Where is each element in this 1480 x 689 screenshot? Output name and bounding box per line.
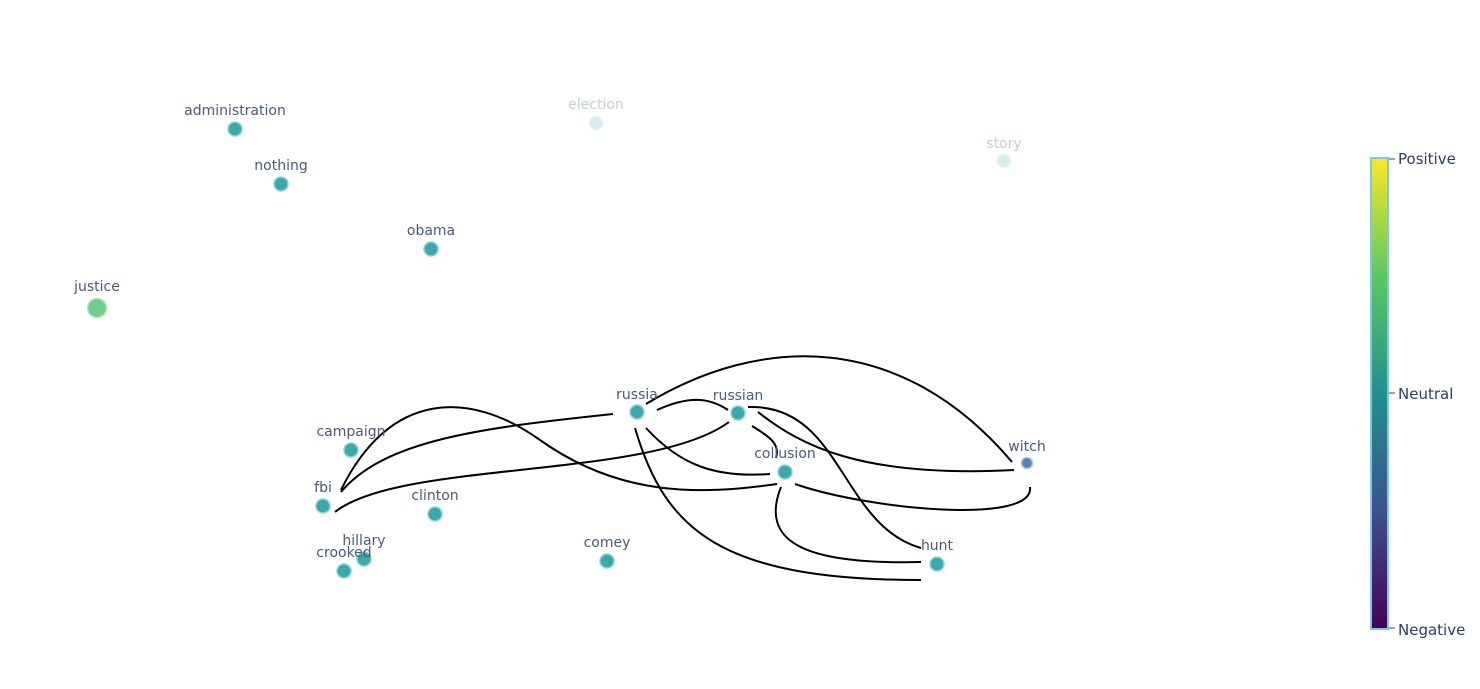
edge-russian-fbi xyxy=(334,421,730,513)
node-campaign[interactable]: campaign xyxy=(316,424,386,458)
node-marker xyxy=(1020,456,1034,470)
node-label: clinton xyxy=(411,488,458,504)
colorbar-label-negative: Negative xyxy=(1398,621,1465,639)
edge-russia-russian xyxy=(656,398,729,411)
edge-russian-collusion xyxy=(751,425,778,459)
colorbar-label-neutral: Neutral xyxy=(1398,385,1453,403)
edge-russian-witch xyxy=(757,411,1015,473)
node-justice[interactable]: justice xyxy=(73,279,120,319)
node-label: nothing xyxy=(254,158,307,174)
node-label: russia xyxy=(616,387,658,403)
edge-collusion-hunt xyxy=(774,486,922,564)
node-marker xyxy=(343,442,359,458)
edge-russian-hunt xyxy=(747,405,922,549)
colorbar-gradient xyxy=(1370,157,1389,630)
node-label: story xyxy=(986,136,1021,152)
node-story[interactable]: story xyxy=(986,136,1022,169)
node-label: obama xyxy=(407,223,455,239)
node-russian[interactable]: russian xyxy=(713,388,764,421)
node-label: witch xyxy=(1008,439,1045,455)
colorbar-label-positive: Positive xyxy=(1398,150,1456,168)
node-label: election xyxy=(568,97,624,113)
node-clinton[interactable]: clinton xyxy=(411,488,459,522)
node-election[interactable]: election xyxy=(568,97,624,131)
node-label: crooked xyxy=(316,545,371,561)
node-marker xyxy=(273,176,289,192)
node-marker xyxy=(599,553,615,569)
colorbar: Positive Neutral Negative xyxy=(1370,150,1465,639)
edge-russia-collusion xyxy=(645,427,771,476)
node-fbi[interactable]: fbi xyxy=(314,480,332,514)
node-marker xyxy=(86,297,108,319)
node-label: comey xyxy=(584,535,631,551)
edge-russia-witch xyxy=(645,355,1013,463)
edge-russia-hunt xyxy=(634,427,922,581)
edges xyxy=(334,355,1032,581)
node-label: administration xyxy=(184,103,286,119)
node-marker xyxy=(996,153,1012,169)
node-label: campaign xyxy=(316,424,385,440)
node-marker xyxy=(427,506,443,522)
node-hillary[interactable]: hillary xyxy=(342,533,386,567)
node-obama[interactable]: obama xyxy=(407,223,455,257)
node-comey[interactable]: comey xyxy=(584,535,631,569)
node-hunt[interactable]: hunt xyxy=(921,538,954,572)
node-marker xyxy=(336,563,352,579)
node-label: collusion xyxy=(754,446,816,462)
node-collusion[interactable]: collusion xyxy=(754,446,816,480)
node-marker xyxy=(227,121,243,137)
node-witch[interactable]: witch xyxy=(1008,439,1046,470)
nodes: administration election story nothing ob… xyxy=(73,97,1046,579)
edge-russia-fbi xyxy=(340,413,614,493)
node-russia[interactable]: russia xyxy=(616,387,658,420)
node-marker xyxy=(730,405,746,421)
node-marker xyxy=(588,115,604,131)
node-marker xyxy=(315,498,331,514)
node-marker xyxy=(777,464,793,480)
node-marker xyxy=(356,551,372,567)
node-label: hillary xyxy=(342,533,385,549)
node-crooked[interactable]: crooked xyxy=(316,545,372,579)
node-marker xyxy=(629,404,645,420)
node-label: fbi xyxy=(314,480,332,496)
node-marker xyxy=(929,556,945,572)
node-label: russian xyxy=(713,388,764,404)
edge-collusion-witch xyxy=(794,483,1032,511)
node-nothing[interactable]: nothing xyxy=(254,158,308,192)
node-administration[interactable]: administration xyxy=(184,103,286,137)
node-label: hunt xyxy=(921,538,954,554)
edge-collusion-fbi xyxy=(340,406,778,492)
node-marker xyxy=(423,241,439,257)
node-label: justice xyxy=(73,279,120,295)
